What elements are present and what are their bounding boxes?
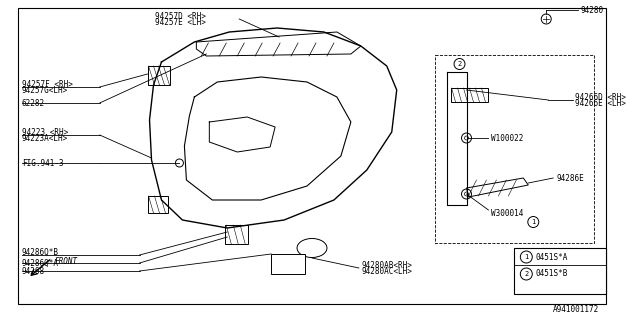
Text: 94286E: 94286E (556, 173, 584, 182)
Text: 94280: 94280 (580, 5, 604, 14)
Text: 94257E <LH>: 94257E <LH> (154, 18, 205, 27)
Text: FRONT: FRONT (55, 258, 78, 267)
Bar (148, 66, 170, 85)
Text: 94257F <RH>: 94257F <RH> (22, 79, 73, 89)
Text: W100022: W100022 (492, 133, 524, 142)
Bar (148, 196, 168, 213)
Text: 94280AC<LH>: 94280AC<LH> (362, 267, 413, 276)
Text: 94286Q*B: 94286Q*B (22, 247, 59, 257)
Bar (435, 55, 594, 243)
Text: 1: 1 (524, 254, 529, 260)
Text: 94268: 94268 (22, 267, 45, 276)
Text: 0451S*B: 0451S*B (535, 269, 568, 278)
Bar (225, 225, 248, 244)
Text: W300014: W300014 (492, 209, 524, 218)
Text: 94266D <RH>: 94266D <RH> (575, 92, 626, 101)
Text: FIG.941-3: FIG.941-3 (22, 158, 63, 167)
Text: 94257D <RH>: 94257D <RH> (154, 12, 205, 20)
FancyBboxPatch shape (271, 254, 305, 274)
Text: 94223 <RH>: 94223 <RH> (22, 127, 68, 137)
Text: 94286Q*A: 94286Q*A (22, 259, 59, 268)
Text: A941001172: A941001172 (553, 306, 600, 315)
Text: 94223A<LH>: 94223A<LH> (22, 133, 68, 142)
Ellipse shape (297, 238, 327, 258)
Text: 0451S*A: 0451S*A (535, 252, 568, 261)
Text: 94266E <LH>: 94266E <LH> (575, 99, 626, 108)
Text: 62282: 62282 (22, 99, 45, 108)
Text: 94257G<LH>: 94257G<LH> (22, 85, 68, 94)
Bar (451, 88, 488, 102)
Text: 2: 2 (458, 61, 461, 67)
Text: 94280AB<RH>: 94280AB<RH> (362, 260, 413, 269)
Bar (515, 248, 606, 294)
Text: 1: 1 (531, 219, 536, 225)
Text: 2: 2 (524, 271, 529, 277)
